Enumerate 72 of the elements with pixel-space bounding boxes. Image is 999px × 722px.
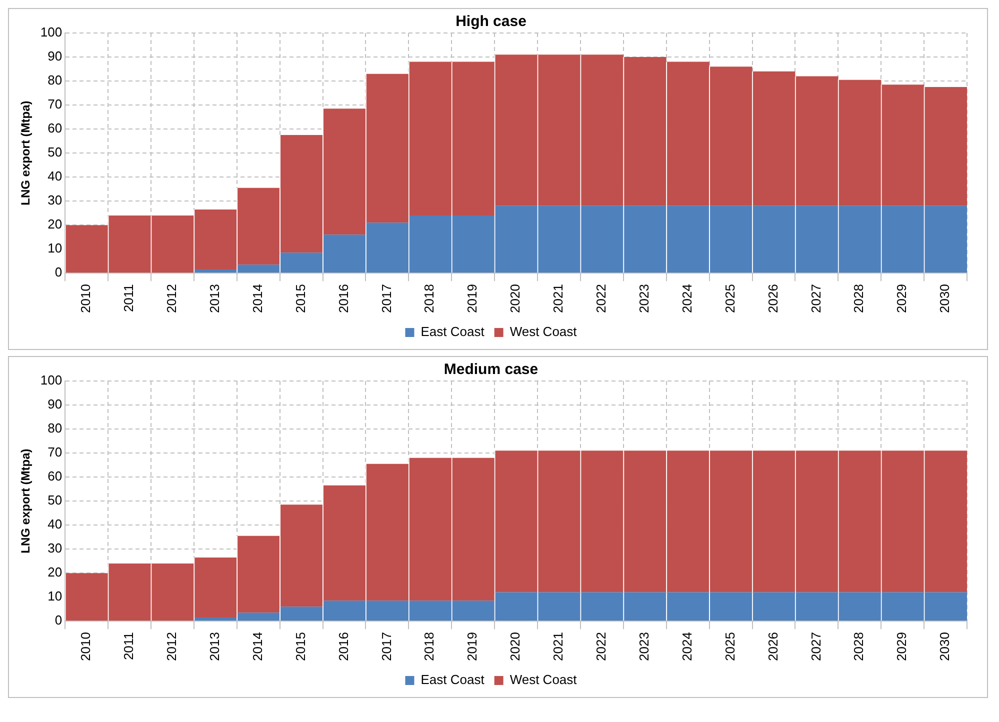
- x-tick-label: 2011: [121, 632, 136, 660]
- x-tick-label: 2016: [336, 284, 351, 313]
- x-tick-label: 2012: [164, 284, 180, 313]
- x-tick-label: 2021: [550, 284, 566, 313]
- x-tick-label: 2029: [894, 284, 910, 313]
- x-tick-label: 2027: [808, 284, 824, 313]
- y-tick-label: 30: [48, 540, 62, 556]
- x-tick-label: 2029: [894, 632, 910, 661]
- x-tick-label: 2023: [636, 284, 652, 313]
- y-tick-label: 40: [48, 168, 62, 184]
- x-tick-label: 2017: [378, 284, 394, 313]
- legend-label: East Coast: [420, 672, 485, 688]
- x-tick-label: 2026: [765, 632, 780, 661]
- x-tick-label: 2019: [464, 632, 480, 661]
- y-tick-label: 50: [48, 492, 62, 508]
- x-tick-label: 2015: [292, 632, 308, 661]
- y-tick-label: 0: [54, 264, 62, 280]
- x-tick-label: 2019: [464, 284, 480, 313]
- x-tick-label: 2011: [121, 284, 136, 312]
- y-tick-label: 90: [48, 396, 62, 412]
- y-tick-label: 10: [48, 588, 62, 604]
- x-tick-label: 2013: [206, 284, 222, 313]
- y-tick-label: 70: [48, 96, 62, 112]
- y-tick-label: 100: [40, 372, 62, 388]
- y-tick-label: 20: [48, 564, 62, 580]
- y-tick-label: 60: [48, 468, 62, 484]
- x-tick-label: 2010: [78, 632, 94, 661]
- y-axis-title: LNG export (Mtpa): [18, 100, 33, 206]
- x-tick-label: 2010: [78, 284, 94, 313]
- y-tick-label: 30: [48, 192, 62, 208]
- legend-label: West Coast: [510, 324, 578, 340]
- y-tick-label: 70: [48, 444, 62, 460]
- x-tick-label: 2025: [722, 632, 738, 661]
- x-tick-label: 2030: [937, 632, 952, 661]
- y-tick-label: 90: [48, 48, 62, 64]
- chart-title: Medium case: [444, 361, 538, 378]
- x-tick-label: 2012: [164, 632, 180, 661]
- x-tick-label: 2020: [508, 632, 523, 661]
- y-axis-title: LNG export (Mtpa): [18, 448, 33, 554]
- x-tick-label: 2013: [206, 632, 222, 661]
- y-tick-label: 100: [40, 24, 62, 40]
- x-tick-label: 2024: [679, 284, 694, 313]
- x-tick-label: 2018: [422, 284, 437, 313]
- y-tick-label: 80: [48, 420, 62, 436]
- x-tick-label: 2028: [851, 284, 866, 313]
- x-tick-label: 2017: [378, 632, 394, 661]
- x-tick-label: 2025: [722, 284, 738, 313]
- x-tick-label: 2016: [336, 632, 351, 661]
- y-tick-label: 0: [54, 612, 62, 628]
- x-tick-label: 2021: [550, 632, 566, 661]
- x-tick-label: 2026: [765, 284, 780, 313]
- y-tick-label: 10: [48, 240, 62, 256]
- x-tick-label: 2024: [679, 632, 694, 661]
- chart-title: High case: [456, 13, 526, 30]
- y-tick-label: 60: [48, 120, 62, 136]
- y-tick-label: 50: [48, 144, 62, 160]
- x-tick-label: 2023: [636, 632, 652, 661]
- x-tick-label: 2027: [808, 632, 824, 661]
- x-tick-label: 2015: [292, 284, 308, 313]
- x-tick-label: 2018: [422, 632, 437, 661]
- legend-label: West Coast: [510, 672, 578, 688]
- x-tick-label: 2020: [508, 284, 523, 313]
- y-tick-label: 40: [48, 516, 62, 532]
- x-tick-label: 2014: [250, 284, 265, 313]
- x-tick-label: 2022: [594, 632, 609, 661]
- y-tick-label: 80: [48, 72, 62, 88]
- x-tick-label: 2028: [851, 632, 866, 661]
- x-tick-label: 2022: [594, 284, 609, 313]
- legend-label: East Coast: [420, 324, 485, 340]
- y-tick-label: 20: [48, 216, 62, 232]
- x-tick-label: 2030: [937, 284, 952, 313]
- x-tick-label: 2014: [250, 632, 265, 661]
